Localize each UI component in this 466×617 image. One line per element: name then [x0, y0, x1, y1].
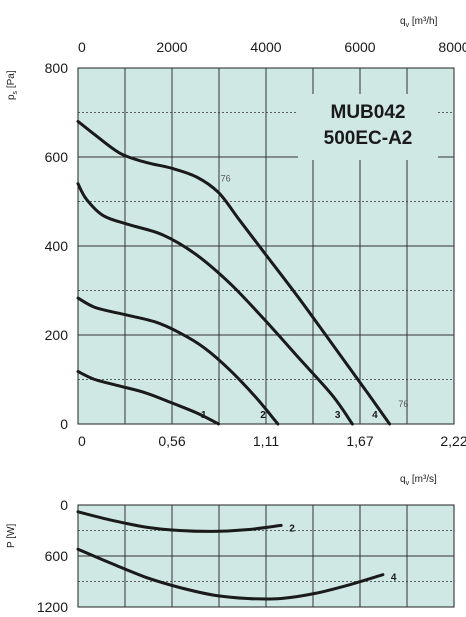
curve-label-3: 3	[335, 410, 341, 421]
main-xtick-top-label: 6000	[344, 39, 375, 55]
power-curve-labels: 24	[289, 523, 397, 583]
main-ytick-label: 0	[60, 416, 68, 432]
curve-annotation: 76	[221, 173, 231, 183]
power-curve-label-4: 4	[391, 573, 397, 584]
main-ytick-label: 200	[45, 327, 69, 343]
main-xtick-bottom-label: 0,56	[158, 433, 185, 449]
model-line-1: MUB042	[331, 102, 406, 123]
power-curve-label-2: 2	[289, 523, 295, 534]
power-ytick-label: 600	[45, 548, 69, 564]
power-ylabel: P [W]	[6, 524, 17, 548]
model-label-box	[298, 94, 438, 160]
main-xtick-bottom-label: 1,11	[253, 433, 279, 449]
main-curves	[76, 119, 392, 426]
bottom-xlabel: qv [m³/s]	[400, 474, 437, 487]
power-ytick-label: 0	[60, 497, 68, 513]
main-xtick-bottom-label: 0	[78, 433, 86, 449]
top-xlabel: qv [m³/h]	[400, 16, 438, 29]
curve-label-1: 1	[201, 410, 207, 421]
main-ytick-label: 600	[45, 149, 69, 165]
power-curve-4	[76, 547, 385, 601]
main-xtick-bottom-label: 1,67	[346, 433, 373, 449]
main-xtick-top-label: 0	[78, 39, 86, 55]
main-xtick-top-label: 8000	[438, 39, 466, 55]
power-curve-2	[76, 510, 283, 533]
power-ytick-label: 1200	[37, 599, 68, 615]
main-ylabel: ps [Pa]	[6, 70, 19, 100]
curve-2	[76, 296, 280, 426]
curve-annotation: 76	[398, 399, 408, 409]
main-xtick-top-label: 2000	[156, 39, 187, 55]
curve-label-2: 2	[260, 410, 266, 421]
main-xtick-top-label: 4000	[250, 39, 281, 55]
main-ytick-label: 400	[45, 238, 69, 254]
curve-label-4: 4	[372, 410, 378, 421]
curve-3	[76, 182, 354, 426]
power-grid: 0 600 1200	[37, 497, 454, 615]
main-ytick-label: 800	[45, 60, 69, 76]
main-curve-labels: 1 2 3 4 76 76	[201, 173, 408, 421]
model-line-2: 500EC-A2	[324, 128, 413, 149]
power-curves	[76, 510, 385, 601]
main-xtick-bottom-label: 2,22	[440, 433, 466, 449]
curve-1	[76, 370, 221, 426]
curve-4	[76, 119, 392, 426]
